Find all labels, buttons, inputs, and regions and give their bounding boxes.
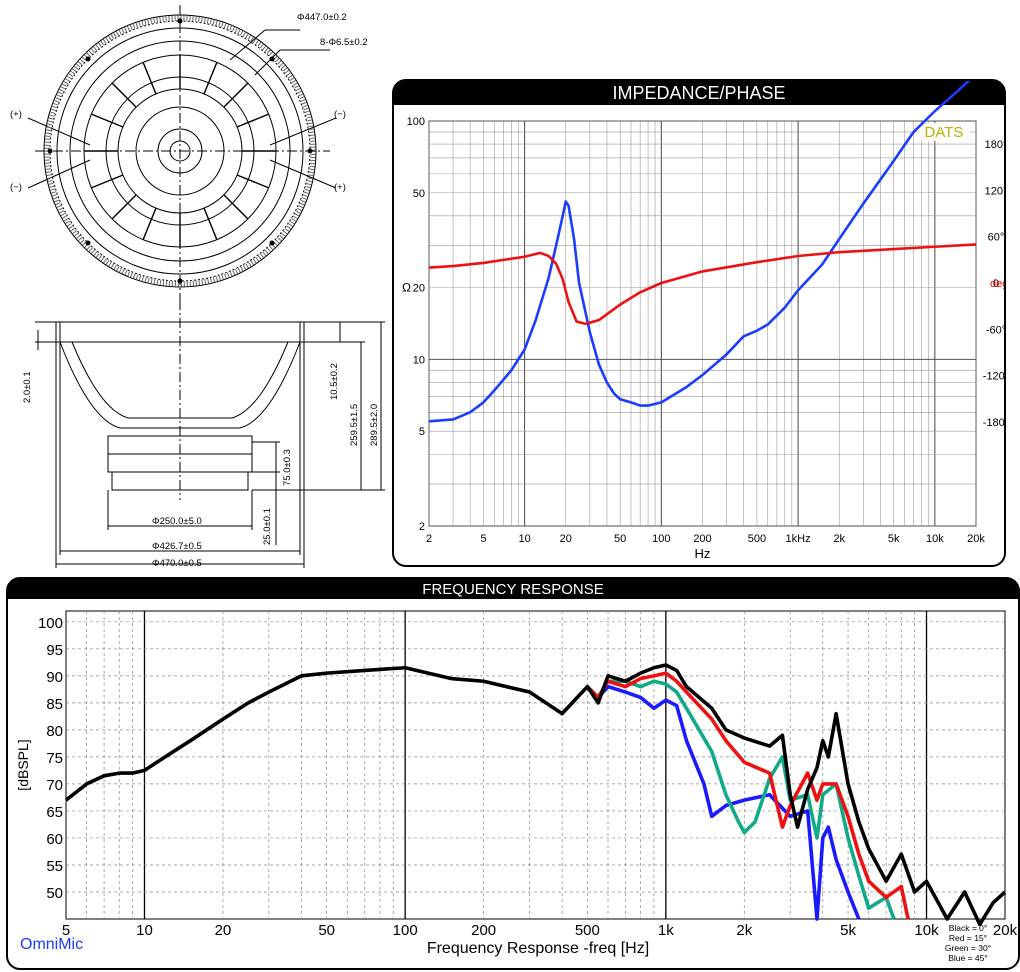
impedance-chart: 2 5 10 20 50 100 200 500 1kHz 2k 5k 10k 20k 2 5 10 20 50 1…	[402, 81, 1004, 561]
imp-phase-tick-label: 0	[993, 278, 999, 290]
fr-x-tick-label: 50	[318, 922, 335, 939]
terminal-minus-left: (−)	[10, 182, 22, 193]
fr-y-tick-label: 55	[46, 858, 63, 875]
dim-h105: 10.5±0.2	[329, 363, 340, 400]
dim-h289: 289.5±2.0	[369, 404, 380, 446]
fr-y-tick-label: 90	[46, 669, 63, 686]
imp-phase-tick-label: 60°	[988, 232, 1004, 244]
imp-series-phase	[428, 243, 977, 326]
fr-brand-label: OmniMic	[20, 936, 83, 953]
terminal-plus-left: (+)	[10, 109, 22, 120]
imp-x-tick-label: 200	[693, 533, 711, 545]
imp-x-tick-label: 1kHz	[786, 533, 811, 545]
imp-phase-tick-label: 120°	[985, 185, 1004, 197]
frequency-response-panel: FREQUENCY RESPONSE 50 55 60 65 70 75 80 85 90 95 1…	[6, 577, 1020, 970]
imp-x-tick-label: 5k	[888, 533, 900, 545]
imp-y-tick-label: 20	[413, 283, 425, 295]
imp-x-tick-label: 500	[748, 533, 766, 545]
imp-x-tick-label: 10k	[926, 533, 944, 545]
fr-x-axis-label: Frequency Response -freq [Hz]	[427, 940, 649, 957]
fr-x-tick-label: 20	[215, 922, 232, 939]
fr-legend-entry: Red = 15°	[949, 933, 987, 943]
fr-x-tick-label: 100	[393, 922, 418, 939]
fr-x-tick-label: 2k	[736, 922, 752, 939]
fr-legend-entry: Green = 30°	[945, 943, 991, 953]
fr-legend-entry: Blue = 45°	[948, 953, 988, 963]
imp-phase-tick-label: -120°	[983, 371, 1004, 383]
fr-x-tick-label: 10k	[914, 922, 939, 939]
fr-y-tick-label: 65	[46, 804, 63, 821]
dim-d426: Φ426.7±0.5	[152, 541, 202, 552]
dim-h75: 75.0±0.3	[282, 449, 293, 486]
imp-y-tick-label: 50	[413, 188, 425, 200]
fr-y-tick-label: 85	[46, 696, 63, 713]
dim-h259: 259.5±1.5	[349, 404, 360, 446]
dim-holes: 8-Φ6.5±0.2	[320, 37, 368, 48]
imp-x-tick-label: 20k	[967, 533, 985, 545]
imp-brand-label: DATS	[925, 124, 964, 141]
imp-y-tick-label: 10	[413, 354, 425, 366]
fr-x-tick-label: 1k	[658, 922, 674, 939]
imp-x-tick-label: 2	[426, 533, 432, 545]
imp-x-axis-label: Hz	[695, 546, 711, 561]
dim-d470: Φ470.0±0.5	[152, 558, 202, 569]
speaker-technical-drawing: Φ447.0±0.2 8-Φ6.5±0.2 (+) (−) (−) (+) Φ2…	[10, 5, 385, 569]
fr-y-tick-label: 95	[46, 642, 63, 659]
imp-x-tick-label: 2k	[833, 533, 845, 545]
fr-x-tick-label: 10	[136, 922, 153, 939]
fr-series-line	[586, 671, 910, 920]
fr-y-tick-label: 75	[46, 750, 63, 767]
fr-x-tick-label: 5k	[840, 922, 856, 939]
fr-x-tick-label: 20k	[993, 922, 1018, 939]
terminal-minus-right: (−)	[334, 109, 346, 120]
dim-d250: Φ250.0±5.0	[152, 516, 202, 527]
impedance-title: IMPEDANCE/PHASE	[394, 81, 1004, 105]
dim-h2: 2.0±0.1	[22, 371, 33, 403]
fr-title: FREQUENCY RESPONSE	[8, 579, 1018, 599]
impedance-panel: IMPEDANCE/PHASE 2 5 10 20 50 100 200 500 1kHz 2k 5…	[392, 79, 1006, 567]
fr-x-tick-label: 500	[575, 922, 600, 939]
fr-x-tick-label: 5	[62, 922, 70, 939]
dim-h25: 25.0±0.1	[262, 508, 273, 545]
dim-d447: Φ447.0±0.2	[297, 12, 347, 23]
fr-y-tick-label: 80	[46, 723, 63, 740]
imp-phase-tick-label: -60°	[986, 324, 1004, 336]
fr-series-line	[586, 679, 896, 920]
imp-x-tick-label: 50	[614, 533, 626, 545]
fr-y-tick-label: 50	[46, 885, 63, 902]
imp-x-tick-label: 10	[518, 533, 530, 545]
imp-x-tick-label: 5	[480, 533, 486, 545]
imp-brand-bg	[918, 123, 970, 141]
fr-y-tick-label: 100	[38, 615, 63, 632]
imp-phase-tick-label: 180°	[985, 139, 1004, 151]
fr-y-axis-label: [dBSPL]	[15, 739, 31, 790]
imp-y-tick-label: 2	[419, 521, 425, 533]
fr-series-line	[64, 663, 1007, 927]
fr-y-tick-label: 70	[46, 777, 63, 794]
fr-series-line	[586, 684, 861, 921]
imp-x-tick-label: 20	[560, 533, 572, 545]
terminal-plus-right: (+)	[334, 182, 346, 193]
imp-phase-tick-label: -180°	[983, 417, 1004, 429]
fr-x-tick-label: 200	[471, 922, 496, 939]
fr-plot-area	[65, 610, 1006, 920]
imp-x-tick-label: 100	[652, 533, 670, 545]
imp-y-tick-label: 5	[419, 426, 425, 438]
fr-legend-entry: Black = 0°	[949, 923, 988, 933]
imp-y-tick-label: 100	[407, 116, 425, 128]
frequency-response-chart: 50 55 60 65 70 75 80 85 90 95 100 5 10 20 50 100 200 500 1…	[15, 610, 1018, 963]
imp-y-axis-label: Ω	[402, 281, 411, 295]
imp-phase-unit-label: deg	[990, 278, 1004, 290]
fr-y-tick-label: 60	[46, 831, 63, 848]
